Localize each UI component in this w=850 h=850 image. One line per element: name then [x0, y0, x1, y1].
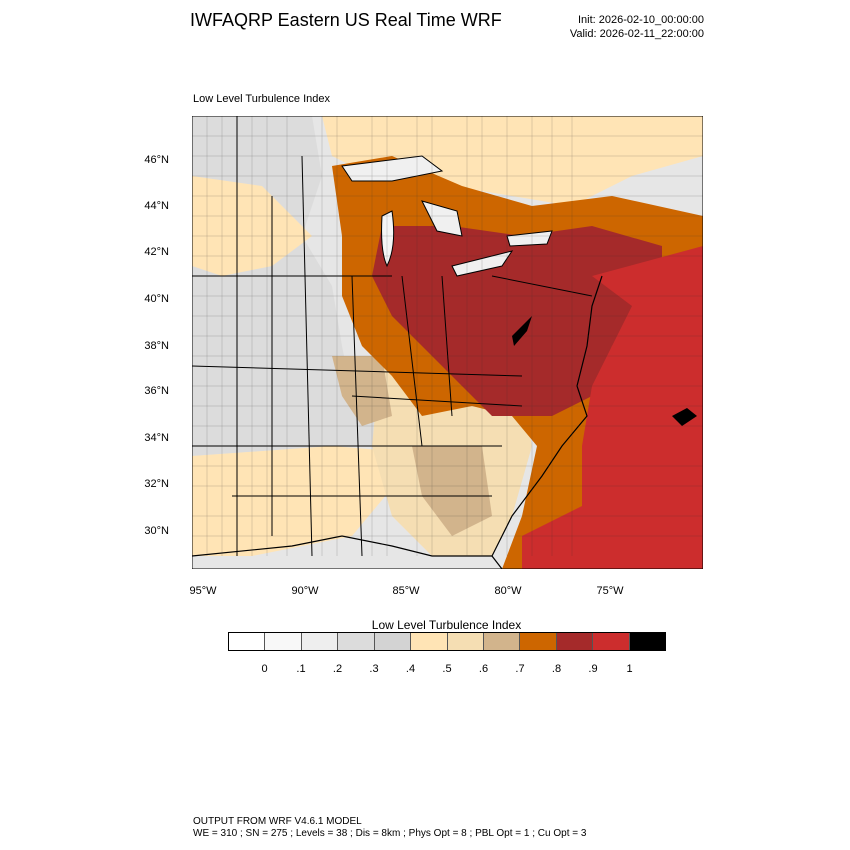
colorbar-box — [520, 633, 557, 650]
colorbar-tick-label: .5 — [442, 663, 452, 675]
colorbar-box — [411, 633, 448, 650]
colorbar-box — [447, 633, 484, 650]
colorbar — [228, 632, 666, 651]
lat-label-46: 46°N — [144, 154, 169, 166]
colorbar-tick-label: .6 — [478, 663, 489, 675]
model-info-line2: WE = 310 ; SN = 275 ; Levels = 38 ; Dis … — [193, 828, 587, 839]
gulf-coastline — [192, 535, 492, 557]
field-dark-red — [372, 226, 662, 416]
field-red-ocean — [522, 246, 703, 569]
colorbar-tick-label: 0 — [261, 663, 268, 675]
map-panel — [192, 116, 703, 569]
field-black-ridge — [512, 316, 532, 346]
colorbar-tick-label: .9 — [588, 663, 598, 675]
colorbar-box — [629, 633, 666, 650]
field-black-spot — [672, 408, 697, 426]
lat-label-40: 40°N — [144, 293, 169, 305]
field-wheat-north — [322, 116, 703, 206]
lat-label-38: 38°N — [144, 340, 169, 352]
colorbar-box — [301, 633, 339, 650]
turbulence-map — [192, 116, 703, 569]
field-tan-kentucky — [332, 356, 392, 426]
field-wheat-south — [192, 446, 402, 556]
colorbar-tick-label: .8 — [551, 663, 562, 675]
lon-label-95: 95°W — [189, 585, 217, 597]
lon-label-90: 90°W — [291, 585, 319, 597]
lat-label-30: 30°N — [144, 525, 169, 537]
colorbar-tick-label: .4 — [405, 663, 416, 675]
colorbar-box — [265, 633, 302, 650]
colorbar-tick-label: .3 — [369, 663, 379, 675]
map-title: Low Level Turbulence Index — [193, 93, 330, 105]
lat-label-32: 32°N — [144, 478, 169, 490]
colorbar-box — [374, 633, 412, 650]
lon-label-80: 80°W — [494, 585, 522, 597]
lon-label-85: 85°W — [392, 585, 420, 597]
lat-label-44: 44°N — [144, 200, 169, 212]
lat-label-36: 36°N — [144, 385, 169, 397]
colorbar-tick-label: .2 — [332, 663, 343, 675]
plot-title: IWFAQRP Eastern US Real Time WRF — [190, 10, 502, 30]
colorbar-box — [229, 633, 266, 650]
colorbar-title: Low Level Turbulence Index — [371, 618, 522, 632]
colorbar-box — [593, 633, 630, 650]
lon-label-75: 75°W — [596, 585, 624, 597]
lat-label-34: 34°N — [144, 432, 169, 444]
colorbar-box — [483, 633, 521, 650]
colorbar-tick-label: .1 — [296, 663, 306, 675]
county-grid — [192, 116, 703, 556]
colorbar-tick-label: .7 — [515, 663, 525, 675]
init-time: Init: 2026-02-10_00:00:00 — [578, 14, 704, 26]
lake-ontario — [506, 230, 553, 247]
colorbar-box — [556, 633, 594, 650]
colorbar-box — [338, 633, 375, 650]
colorbar-tick-label: 1 — [626, 663, 633, 675]
lat-label-42: 42°N — [144, 246, 169, 258]
valid-time: Valid: 2026-02-11_22:00:00 — [569, 28, 704, 40]
model-info-line1: OUTPUT FROM WRF V4.6.1 MODEL — [193, 816, 362, 827]
